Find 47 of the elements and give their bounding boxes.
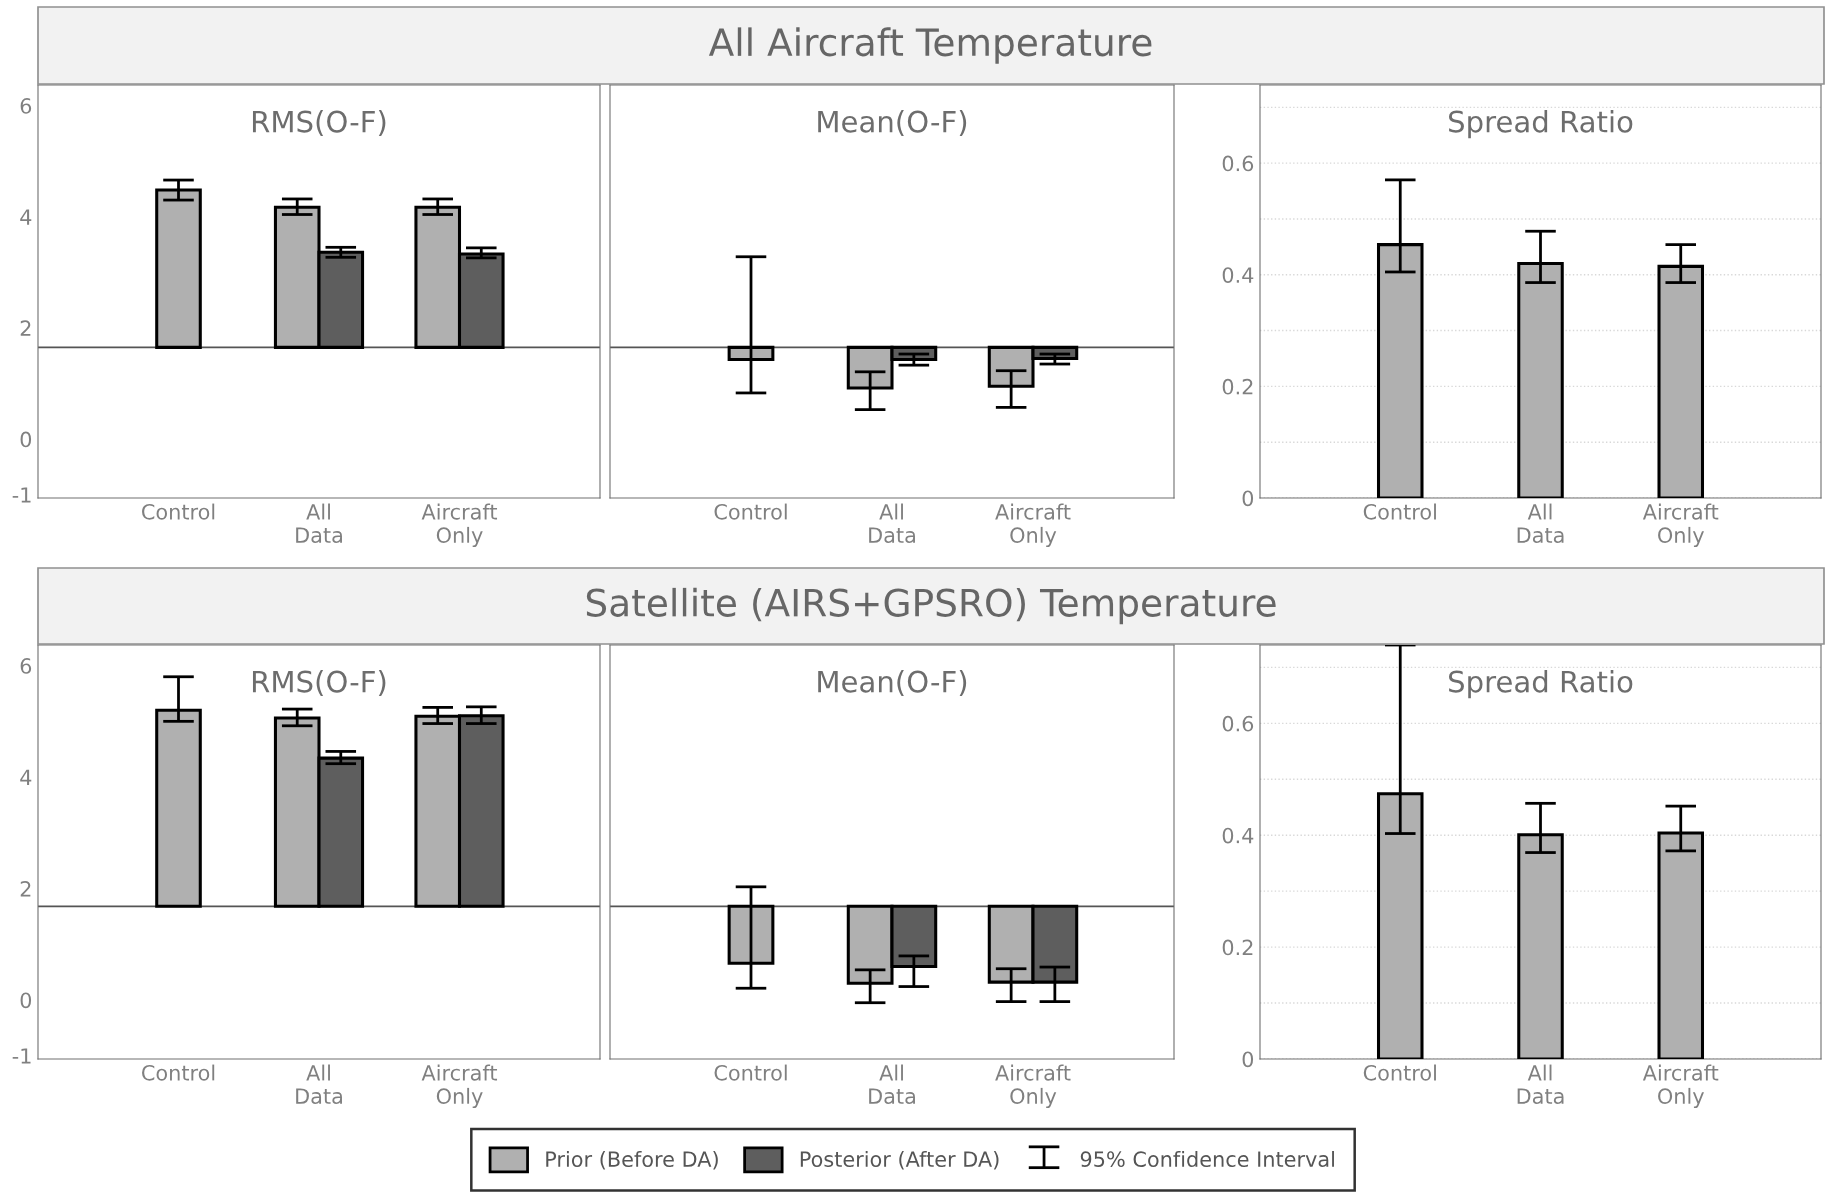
x-tick-label: Aircraft Only xyxy=(421,1064,498,1109)
x-tick-label: Aircraft Only xyxy=(995,503,1071,548)
text: Mean(O-F) xyxy=(818,110,967,137)
y-tick-label: 0.4 xyxy=(1222,267,1254,283)
x-tick-label: Aircraft Only xyxy=(995,1064,1071,1109)
x-tick-label: All Data xyxy=(869,1064,915,1105)
x-tick-label: Aircraft Only xyxy=(1642,503,1719,548)
y-tick-label: 0 xyxy=(1242,490,1254,507)
x-tick-label: Control xyxy=(142,1064,215,1081)
x-tick-label: Control xyxy=(1363,503,1436,520)
y-tick-label: 0.4 xyxy=(1222,827,1254,844)
text: Spread Ratio xyxy=(1449,110,1633,139)
x-tick-label: Aircraft Only xyxy=(421,503,498,548)
x-tick-label: All Data xyxy=(1517,503,1564,544)
y-tick-label: 6 xyxy=(20,98,32,114)
x-tick-label: All Data xyxy=(296,1064,342,1105)
x-tick-label: Control xyxy=(1363,1064,1436,1081)
chart-subtitle: Satellite (AIRS+GPSRO) Temperature xyxy=(586,587,1276,625)
chart-subtitle: All Aircraft Temperature xyxy=(708,27,1152,64)
y-tick-label: 0.2 xyxy=(1222,378,1253,395)
x-tick-label: All Data xyxy=(869,503,915,544)
text: Mean(O-F) xyxy=(818,670,967,697)
y-tick-label: 2 xyxy=(20,320,31,336)
y-tick-label: -1 xyxy=(12,1048,31,1064)
y-tick-label: 0.2 xyxy=(1222,939,1253,956)
legend-label: Prior (Before DA) xyxy=(546,1150,718,1170)
y-tick-label: 0.6 xyxy=(1222,155,1254,172)
x-tick-label: All Data xyxy=(296,503,342,544)
y-tick-label: 4 xyxy=(20,769,32,785)
y-tick-label: -1 xyxy=(12,487,31,503)
text: 95% Confidence Interval xyxy=(1080,1150,1334,1168)
y-tick-label: 6 xyxy=(20,658,32,674)
x-tick-label: Control xyxy=(714,503,787,520)
y-tick-label: 4 xyxy=(20,209,32,225)
x-tick-label: All Data xyxy=(1517,1064,1564,1105)
text: RMS(O-F) xyxy=(252,110,386,137)
x-tick-label: Control xyxy=(714,1064,787,1081)
legend-label: Posterior (After DA) xyxy=(800,1150,999,1170)
y-tick-label: 0 xyxy=(20,992,32,1009)
text: Spread Ratio xyxy=(1449,670,1633,699)
y-tick-label: 0.6 xyxy=(1222,715,1254,732)
x-tick-label: Aircraft Only xyxy=(1642,1064,1719,1109)
y-tick-label: 0 xyxy=(20,431,32,448)
text: RMS(O-F) xyxy=(252,670,386,697)
y-tick-label: 2 xyxy=(20,880,31,897)
x-tick-label: Control xyxy=(142,503,215,520)
y-tick-label: 0 xyxy=(1242,1051,1254,1068)
